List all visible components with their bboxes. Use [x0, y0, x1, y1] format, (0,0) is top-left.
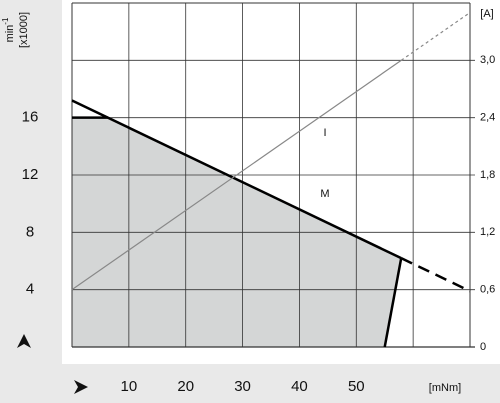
x-arrow [74, 380, 88, 394]
x-label: [mNm] [429, 382, 461, 394]
limit-line [383, 257, 403, 348]
y-label-scale: [x1000] [18, 12, 30, 48]
y-tick-label: 4 [26, 281, 34, 298]
y2-tick-label: 1,2 [480, 226, 495, 238]
y-tick-label: 8 [26, 223, 34, 240]
y-label: min-1 [1, 17, 16, 42]
x-tick-label: 20 [177, 378, 194, 395]
y2-tick-label: 0,6 [480, 284, 495, 296]
y2-tick-label: 0 [480, 341, 486, 353]
x-tick-label: 30 [234, 378, 251, 395]
y2-tick-label: 3,0 [480, 54, 495, 66]
y2-label: [A] [480, 8, 493, 20]
y2-tick-label: 2,4 [480, 112, 495, 124]
x-tick-label: 10 [121, 378, 138, 395]
series-label: M [320, 188, 329, 200]
x-tick-label: 40 [291, 378, 308, 395]
y2-tick-label: 1,8 [480, 169, 495, 181]
series-label: I [323, 127, 326, 139]
y-tick-label: 12 [22, 166, 39, 183]
y-arrow [17, 334, 31, 348]
series-line [400, 12, 471, 61]
series-line [71, 99, 402, 260]
y-tick-label: 16 [22, 109, 39, 126]
series-line [71, 59, 402, 291]
series-line [400, 257, 471, 293]
x-tick-label: 50 [348, 378, 365, 395]
